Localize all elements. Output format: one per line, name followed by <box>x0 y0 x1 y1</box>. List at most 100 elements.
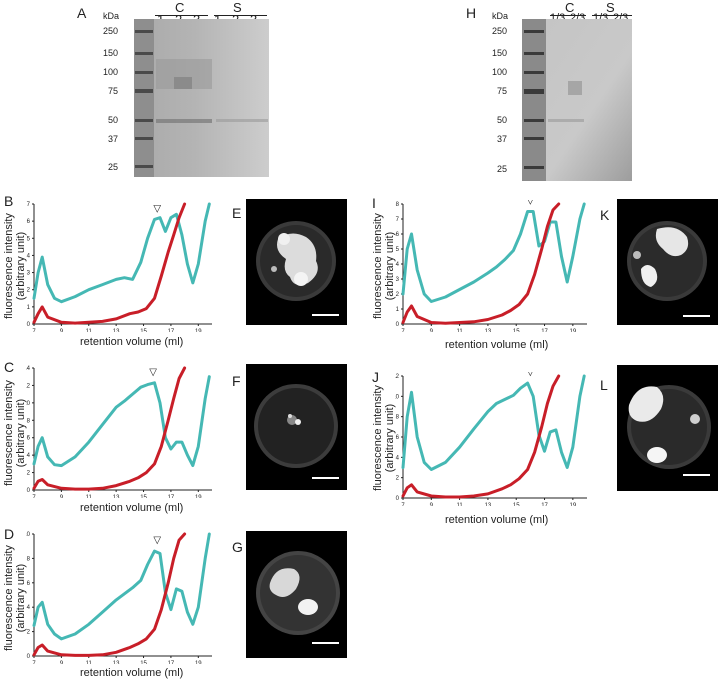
gel-a-unit: kDa <box>103 11 120 21</box>
chart-j-ytick-label: 8 <box>396 415 400 421</box>
chart-b-ytick-label: 7 <box>27 202 31 208</box>
chart-b-peak-marker: ▽ <box>153 203 161 214</box>
gel-h-group-s: S <box>606 0 615 15</box>
chart-c-series-red <box>32 366 187 491</box>
chart-i-xtick-label: 15 <box>513 329 520 332</box>
chart-d-ytick-label: 8 <box>27 556 31 562</box>
chart-b-ytick-label: 6 <box>27 219 31 225</box>
chart-j-series-red <box>401 374 561 499</box>
chart-b-xtick-label: 7 <box>32 329 36 332</box>
chart-c-ytick-label: 12 <box>26 383 31 389</box>
chart-j-series-teal <box>401 374 586 471</box>
chart-i-series-teal <box>401 202 586 303</box>
chart-b-series-teal <box>32 202 211 304</box>
chart-c-ylabel-line1: fluorescence intensity <box>3 380 15 486</box>
chart-d-ytick-label: 0 <box>27 654 31 660</box>
chart-d-xtick-label: 13 <box>113 661 120 664</box>
chart-b-ytick-label: 5 <box>27 236 31 242</box>
chart-i-ytick-label: 6 <box>396 232 400 238</box>
chart-j-peak-marker: ▽ <box>527 372 535 378</box>
chart-d-peak-marker: ▽ <box>153 535 161 546</box>
gel-h-group-c: C <box>565 0 575 15</box>
chart-j-xtick-label: 17 <box>541 503 548 506</box>
chart-d-ytick-label: 6 <box>27 581 31 587</box>
panel-label-g: G <box>232 539 243 555</box>
panel-label-e: E <box>232 205 242 221</box>
panel-label-k: K <box>600 207 610 223</box>
chart-b-series-red <box>32 202 187 325</box>
chart-d-xtick-label: 9 <box>60 661 64 664</box>
chart-d-series-red <box>32 532 187 657</box>
panel-label-h: H <box>466 5 477 21</box>
chart-i-xtick-label: 17 <box>541 329 548 332</box>
micrograph-k <box>617 199 718 325</box>
chart-d-ytick-label: 2 <box>27 630 31 636</box>
chart-i-ytick-label: 1 <box>396 307 400 313</box>
chart-i-xtick-label: 9 <box>430 329 434 332</box>
chart-b-ytick-label: 3 <box>27 271 31 277</box>
gel-a-s-underline <box>214 15 267 16</box>
chart-b-xtick-label: 19 <box>195 329 202 332</box>
chart-i-ytick-label: 2 <box>396 292 400 298</box>
chart-i-ytick-label: 4 <box>396 262 400 268</box>
chart-i-ytick-label: 5 <box>396 247 400 253</box>
panel-label-l: L <box>600 377 608 393</box>
chart-d-xtick-label: 19 <box>195 661 202 664</box>
chart-b-xlabel: retention volume (ml) <box>80 336 184 348</box>
chart-b-xtick-label: 13 <box>113 329 120 332</box>
chart-c-series-teal <box>32 375 211 468</box>
micrograph-f <box>246 364 347 490</box>
chart-b-ylabel: fluorescence intensity (arbitrary unit) <box>3 206 27 326</box>
chart-c-ytick-label: 14 <box>26 366 31 372</box>
chart-b-xtick-label: 11 <box>86 329 93 332</box>
chart-i: 0 1 2 3 4 5 6 7 8 7 9 11 13 15 17 19 ▽ <box>396 200 587 332</box>
chart-c-ytick-label: 4 <box>27 453 31 459</box>
chart-b-ytick-label: 2 <box>27 288 31 294</box>
chart-j-ylabel-line1: fluorescence intensity <box>372 385 384 491</box>
chart-i-xtick-label: 11 <box>456 329 463 332</box>
gel-h-marker-25: 25 <box>497 164 508 174</box>
chart-b-ylabel-line1: fluorescence intensity <box>3 213 15 319</box>
chart-j-xtick-label: 11 <box>456 503 463 506</box>
chart-j-xtick-label: 19 <box>570 503 577 506</box>
chart-i-xtick-label: 7 <box>401 329 405 332</box>
chart-j-xlabel: retention volume (ml) <box>445 514 549 526</box>
chart-c-ytick-label: 6 <box>27 436 31 442</box>
gel-h-marker-50: 50 <box>497 115 508 125</box>
chart-c-xtick-label: 9 <box>60 495 64 498</box>
chart-b-ytick-label: 1 <box>27 305 31 311</box>
gel-h-unit: kDa <box>492 11 509 21</box>
chart-c-xlabel: retention volume (ml) <box>80 502 184 514</box>
chart-i-series-red <box>401 202 561 325</box>
chart-c-xtick-label: 17 <box>168 495 175 498</box>
gel-h-s-underline <box>592 15 632 16</box>
chart-d-ytick-label: 4 <box>27 605 31 611</box>
chart-b-ytick-label: 4 <box>27 253 31 259</box>
gel-h-marker-75: 75 <box>497 86 508 96</box>
chart-i-ytick-label: 0 <box>396 322 400 328</box>
panel-label-j: J <box>372 369 379 385</box>
chart-i-xlabel: retention volume (ml) <box>445 339 549 351</box>
chart-d-xtick-label: 7 <box>32 661 36 664</box>
gel-a-marker-25: 25 <box>108 162 119 172</box>
chart-c: 0 2 4 6 8 10 12 14 7 9 11 13 15 17 19 ▽ <box>26 366 212 498</box>
chart-j-ytick-label: 10 <box>395 394 400 400</box>
chart-c-peak-marker: ▽ <box>149 367 157 378</box>
chart-j-ytick-label: 12 <box>395 374 400 380</box>
chart-b-xtick-label: 17 <box>168 329 175 332</box>
chart-d-series-teal <box>32 532 211 641</box>
chart-d: 0 2 4 6 8 10 7 9 11 13 15 17 19 ▽ <box>26 532 212 664</box>
chart-d-ytick-label: 10 <box>26 532 31 538</box>
chart-j: 0 2 4 6 8 10 12 7 9 11 13 15 17 19 ▽ <box>395 372 587 506</box>
chart-b-ytick-label: 0 <box>27 322 31 328</box>
chart-b: 0 1 2 3 4 5 6 7 7 9 11 13 15 17 19 ▽ <box>27 202 212 332</box>
panel-label-c: C <box>4 359 15 375</box>
chart-d-xtick-label: 17 <box>168 661 175 664</box>
chart-j-ytick-label: 0 <box>396 496 400 502</box>
gel-a-marker-50: 50 <box>108 115 119 125</box>
gel-h-image <box>522 19 632 181</box>
panel-label-a: A <box>77 5 87 21</box>
chart-c-xtick-label: 13 <box>113 495 120 498</box>
micrograph-l <box>617 365 718 491</box>
chart-d-xtick-label: 11 <box>86 661 93 664</box>
